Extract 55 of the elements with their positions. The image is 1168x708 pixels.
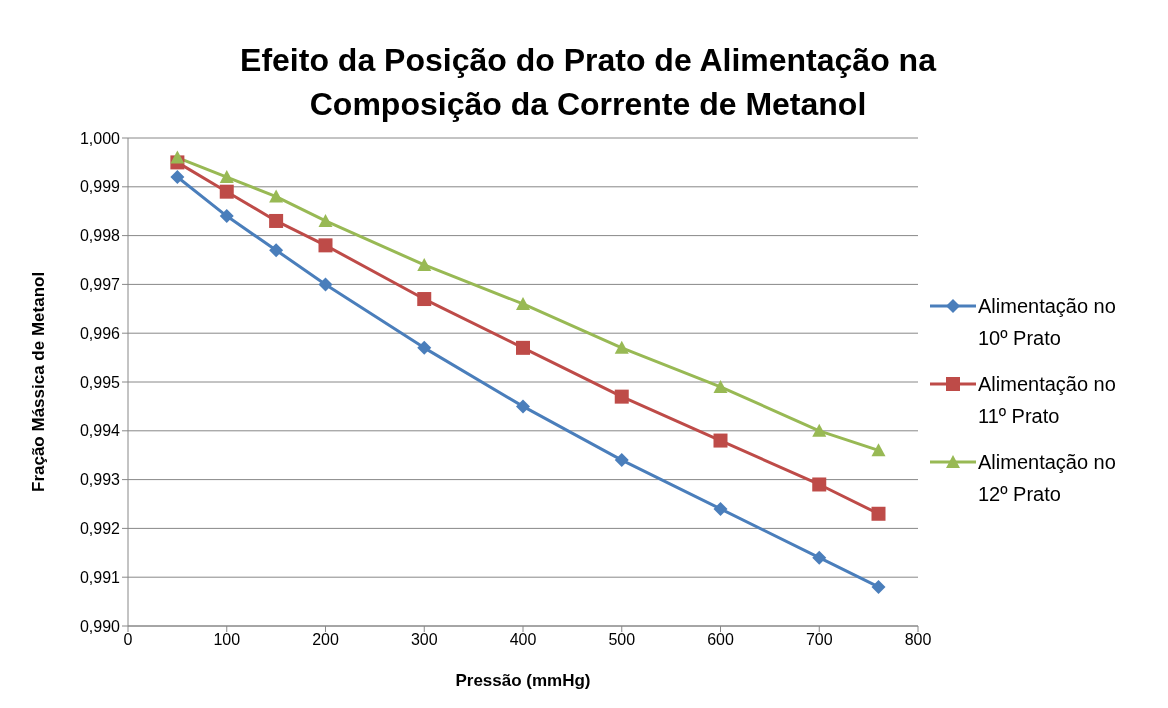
point — [318, 277, 333, 292]
point — [516, 296, 530, 310]
y-tick-label: 0,996 — [79, 324, 121, 342]
x-tick-label: 600 — [707, 631, 734, 649]
x-tick-label: 400 — [509, 631, 537, 649]
point — [516, 340, 530, 355]
point — [812, 477, 827, 492]
x-tick-label: 700 — [805, 631, 833, 649]
x-tick-label: 500 — [608, 631, 636, 649]
y-axis-title: Fração Mássica de Metanol — [29, 271, 49, 492]
legend-label: Alimentação no 11º Prato — [978, 372, 1117, 429]
y-tick-label: 0,990 — [79, 617, 121, 635]
x-tick-label: 300 — [410, 631, 438, 649]
point — [871, 579, 886, 594]
point — [614, 389, 629, 404]
point — [269, 189, 284, 203]
point — [713, 501, 728, 516]
x-tick-label: 0 — [123, 631, 133, 649]
point — [812, 423, 827, 437]
y-tick-label: 0,994 — [79, 422, 121, 440]
y-tick-label: 0,997 — [79, 276, 121, 294]
point — [812, 550, 827, 565]
point — [614, 453, 629, 468]
point — [318, 238, 333, 253]
point — [318, 213, 333, 227]
point — [219, 209, 234, 224]
y-tick-label: 0,998 — [79, 227, 121, 245]
y-tick-label: 1,000 — [79, 129, 121, 147]
x-tick-label: 200 — [312, 631, 339, 649]
point — [713, 379, 728, 393]
x-tick-label: 100 — [213, 631, 241, 649]
point — [219, 184, 234, 199]
point — [269, 243, 284, 258]
chart-title: Efeito da Posição do Prato de Alimentação na Composição da Corrente de Metanol — [239, 41, 938, 124]
y-tick-label: 0,995 — [79, 373, 121, 391]
point — [170, 170, 185, 185]
legend-label: Alimentação no 10º Prato — [978, 294, 1117, 351]
point — [417, 292, 432, 307]
point — [713, 433, 728, 448]
point — [219, 170, 234, 184]
point — [417, 257, 432, 271]
x-tick-label: 800 — [904, 631, 932, 649]
y-tick-label: 0,991 — [79, 568, 121, 586]
legend-label: Alimentação no 12º Prato — [978, 450, 1117, 507]
point — [516, 399, 530, 414]
y-tick-label: 0,992 — [79, 520, 121, 538]
point — [417, 340, 432, 355]
x-axis-title: Pressão (mmHg) — [455, 671, 591, 690]
point — [871, 506, 886, 521]
y-tick-label: 0,999 — [79, 178, 121, 196]
point — [170, 150, 185, 164]
point — [871, 443, 886, 457]
point — [269, 213, 284, 228]
point — [614, 340, 629, 354]
y-tick-label: 0,993 — [79, 471, 121, 489]
